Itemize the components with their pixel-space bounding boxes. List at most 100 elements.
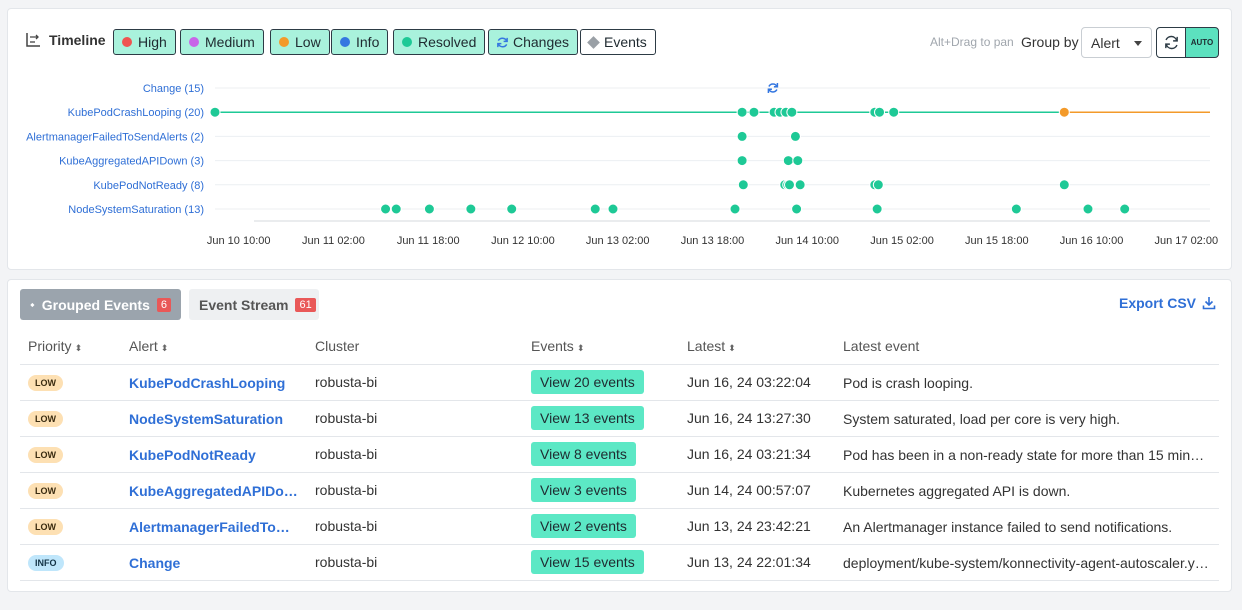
alert-link[interactable]: AlertmanagerFailedToSendAlerts (129, 518, 299, 535)
view-events-button[interactable]: View 8 events (531, 442, 636, 466)
column-cluster-label: Cluster (315, 337, 360, 354)
group-by-label: Group by (1021, 34, 1079, 50)
events-cell: View 13 events (523, 400, 679, 437)
row-label[interactable]: NodeSystemSaturation (13) (68, 204, 204, 216)
resolved-event-point (589, 203, 601, 215)
latest-event-cell: System saturated, load per core is very … (835, 400, 1219, 437)
cluster-cell: robusta-bi (307, 472, 523, 509)
grouped-events-count: 6 (156, 297, 171, 312)
table-row[interactable]: LOW NodeSystemSaturation robusta-bi View… (20, 400, 1219, 437)
row-label[interactable]: KubeAggregatedAPIDown (3) (59, 156, 204, 168)
resolved-event-point (423, 203, 435, 215)
view-events-button[interactable]: View 20 events (531, 370, 644, 394)
pan-hint: Alt+Drag to pan (930, 35, 1014, 49)
x-tick-label: Jun 14 10:00 (775, 235, 839, 247)
resolved-event-point (874, 106, 886, 118)
filter-high-label: High (138, 34, 167, 50)
resolved-event-point (871, 203, 883, 215)
timeline-title: Timeline (49, 32, 106, 48)
latest-event-text: Pod is crash looping. (843, 374, 973, 391)
alert-link[interactable]: Change (129, 554, 181, 571)
resolved-event-point (872, 179, 884, 191)
column-events[interactable]: Events ⬍ (523, 328, 679, 365)
filter-resolved[interactable]: Resolved (393, 29, 486, 55)
sort-icon: ⬍ (160, 342, 169, 353)
view-events-button[interactable]: View 2 events (531, 514, 636, 538)
alert-link[interactable]: KubeAggregatedAPIDown (129, 482, 299, 499)
latest-cell: Jun 16, 24 13:27:30 (679, 400, 835, 437)
sort-icon: ⬍ (576, 342, 585, 353)
alert-cell: AlertmanagerFailedToSendAlerts (121, 508, 307, 545)
filter-low[interactable]: Low (270, 29, 330, 55)
events-cell: View 3 events (523, 472, 679, 509)
latest-cell: Jun 13, 24 23:42:21 (679, 508, 835, 545)
resolved-event-point (736, 155, 748, 167)
row-label[interactable]: AlertmanagerFailedToSendAlerts (2) (26, 131, 204, 143)
resolved-event-point (1082, 203, 1094, 215)
chevron-down-icon (1134, 41, 1142, 46)
low-event-point (1058, 106, 1070, 118)
priority-cell: LOW (20, 508, 121, 545)
filter-changes[interactable]: Changes (488, 29, 579, 55)
latest-event-text: Pod has been in a non-ready state for mo… (843, 446, 1211, 463)
timeline-chart[interactable]: Change (15) KubePodCrashLooping (20) Alert… (8, 9, 1233, 271)
alert-cell: KubePodNotReady (121, 436, 307, 473)
filter-medium[interactable]: Medium (180, 29, 264, 55)
group-by-select[interactable]: Alert (1081, 27, 1152, 58)
row-label[interactable]: Change (15) (143, 83, 204, 95)
auto-refresh-toggle[interactable]: AUTO (1185, 27, 1219, 58)
filter-high[interactable]: High (113, 29, 176, 55)
view-events-button[interactable]: View 13 events (531, 406, 644, 430)
table-row[interactable]: LOW KubePodCrashLooping robusta-bi View … (20, 364, 1219, 401)
filter-events[interactable]: Events (580, 29, 656, 55)
resolved-event-point (465, 203, 477, 215)
x-tick-label: Jun 17 02:00 (1154, 235, 1218, 247)
timeline-panel: Timeline High Medium Low Info Resolved C… (7, 8, 1232, 270)
filter-info-label: Info (356, 34, 380, 50)
alert-cell: KubeAggregatedAPIDown (121, 472, 307, 509)
row-label[interactable]: KubePodNotReady (8) (93, 180, 204, 192)
column-priority[interactable]: Priority ⬍ (20, 328, 121, 365)
alert-link[interactable]: KubePodNotReady (129, 446, 256, 463)
events-panel: Grouped Events 6 Event Stream 61 Export … (7, 279, 1232, 592)
medium-dot-icon (189, 37, 199, 47)
alert-cell: Change (121, 544, 307, 581)
resolved-event-point (789, 130, 801, 142)
tab-event-stream[interactable]: Event Stream 61 (189, 289, 319, 320)
view-events-button[interactable]: View 15 events (531, 550, 644, 574)
latest-event-text: An Alertmanager instance failed to send … (843, 518, 1173, 535)
resolved-event-point (736, 106, 748, 118)
change-arrow (773, 83, 779, 88)
column-latest-event-label: Latest event (843, 337, 920, 354)
x-tick-label: Jun 16 10:00 (1060, 235, 1124, 247)
latest-event-text: Kubernetes aggregated API is down. (843, 482, 1071, 499)
filter-low-label: Low (295, 34, 321, 50)
column-alert[interactable]: Alert ⬍ (121, 328, 307, 365)
filter-info[interactable]: Info (331, 29, 389, 55)
refresh-button[interactable] (1156, 27, 1186, 58)
latest-cell: Jun 14, 24 00:57:07 (679, 472, 835, 509)
table-header-row: Priority ⬍ Alert ⬍ Cluster Events ⬍ Latest ⬍… (20, 328, 1219, 365)
alert-link[interactable]: KubePodCrashLooping (129, 374, 286, 391)
change-arrow (767, 88, 772, 93)
resolved-event-point (794, 179, 806, 191)
alert-link[interactable]: NodeSystemSaturation (129, 410, 284, 427)
tab-event-stream-label: Event Stream (199, 296, 289, 313)
table-row[interactable]: INFO Change robusta-bi View 15 events Ju… (20, 544, 1219, 581)
table-row[interactable]: LOW KubePodNotReady robusta-bi View 8 ev… (20, 436, 1219, 473)
priority-badge: LOW (28, 519, 63, 535)
tab-grouped-events[interactable]: Grouped Events 6 (20, 289, 181, 320)
table-row[interactable]: LOW AlertmanagerFailedToSendAlerts robus… (20, 508, 1219, 545)
resolved-event-point (729, 203, 741, 215)
resolved-event-point (1119, 203, 1131, 215)
export-csv-button[interactable]: Export CSV (1119, 295, 1216, 311)
row-label[interactable]: KubePodCrashLooping (20) (68, 107, 204, 119)
view-events-button[interactable]: View 3 events (531, 478, 636, 502)
table-row[interactable]: LOW KubeAggregatedAPIDown robusta-bi Vie… (20, 472, 1219, 509)
latest-cell: Jun 16, 24 03:22:04 (679, 364, 835, 401)
cluster-cell: robusta-bi (307, 544, 523, 581)
filter-events-label: Events (604, 34, 647, 50)
sort-icon: ⬍ (728, 342, 736, 353)
column-latest[interactable]: Latest ⬍ (679, 328, 835, 365)
latest-event-cell: An Alertmanager instance failed to send … (835, 508, 1219, 545)
